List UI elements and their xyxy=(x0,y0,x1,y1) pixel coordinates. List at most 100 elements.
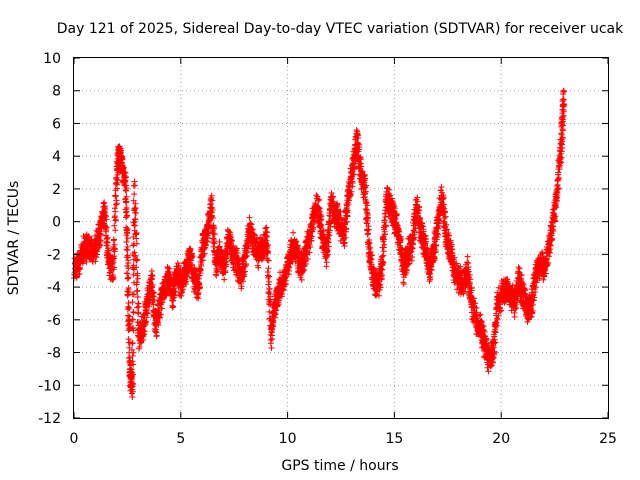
data-point xyxy=(92,258,99,265)
data-point xyxy=(209,197,216,204)
data-point xyxy=(269,336,276,343)
data-point xyxy=(204,230,211,237)
data-point xyxy=(97,238,104,245)
data-point xyxy=(149,293,156,300)
data-point xyxy=(103,228,110,235)
data-point xyxy=(123,232,130,239)
data-point xyxy=(110,274,117,281)
data-point xyxy=(211,240,218,247)
data-point xyxy=(166,265,173,272)
data-point xyxy=(125,300,132,307)
data-point xyxy=(128,379,135,386)
data-point xyxy=(128,366,135,373)
data-point xyxy=(129,388,136,395)
data-point xyxy=(130,271,137,278)
data-point xyxy=(196,283,203,290)
data-point xyxy=(365,230,372,237)
data-point xyxy=(125,265,132,272)
data-point xyxy=(540,276,547,283)
data-point xyxy=(122,178,129,185)
data-point xyxy=(189,261,196,268)
data-point xyxy=(148,284,155,291)
data-point xyxy=(362,205,369,212)
data-point xyxy=(155,321,162,328)
data-point xyxy=(208,192,215,199)
data-point xyxy=(353,127,360,134)
data-point xyxy=(133,281,140,288)
data-point xyxy=(158,299,165,306)
data-point xyxy=(169,295,176,302)
data-point xyxy=(267,336,274,343)
data-point xyxy=(313,192,320,199)
data-point xyxy=(113,174,120,181)
data-point xyxy=(130,349,137,356)
data-point xyxy=(210,243,217,250)
data-point xyxy=(123,224,130,231)
data-point xyxy=(246,214,253,221)
data-point xyxy=(125,274,132,281)
data-point xyxy=(130,324,137,331)
data-point xyxy=(114,177,121,184)
data-point xyxy=(268,344,275,351)
data-point xyxy=(141,328,148,335)
data-point xyxy=(131,191,138,198)
data-point xyxy=(109,273,116,280)
data-point xyxy=(198,262,205,269)
data-point xyxy=(100,208,107,215)
data-point xyxy=(153,326,160,333)
data-point xyxy=(150,296,157,303)
data-point xyxy=(77,266,84,273)
data-point xyxy=(203,238,210,245)
data-point xyxy=(83,258,90,265)
data-point xyxy=(133,229,140,236)
data-point xyxy=(112,192,119,199)
data-point xyxy=(298,276,305,283)
data-point xyxy=(131,206,138,213)
data-point xyxy=(266,273,273,280)
data-point xyxy=(130,361,137,368)
data-point xyxy=(132,182,139,189)
data-point xyxy=(132,215,139,222)
data-point xyxy=(133,240,140,247)
data-point xyxy=(130,219,137,226)
data-point xyxy=(144,310,151,317)
data-point xyxy=(149,281,156,288)
data-point xyxy=(112,216,119,223)
data-point xyxy=(134,304,141,311)
data-point xyxy=(400,280,407,287)
data-point xyxy=(128,346,135,353)
data-point xyxy=(176,262,182,269)
data-point xyxy=(119,156,126,163)
data-point xyxy=(101,203,108,210)
data-point xyxy=(197,266,204,273)
data-point xyxy=(438,183,445,190)
data-point xyxy=(129,316,136,323)
data-point xyxy=(111,222,118,229)
data-point xyxy=(148,268,155,275)
data-point xyxy=(143,306,150,313)
data-point xyxy=(207,201,214,208)
data-point xyxy=(124,306,131,313)
data-point xyxy=(169,304,176,311)
data-point xyxy=(73,274,80,281)
data-point xyxy=(124,227,131,234)
data-point xyxy=(103,216,110,223)
data-point xyxy=(204,238,211,245)
data-point xyxy=(161,295,168,302)
data-point xyxy=(134,275,141,282)
data-point xyxy=(113,200,120,207)
data-point xyxy=(265,265,272,272)
data-point xyxy=(199,257,206,264)
data-point xyxy=(110,266,117,273)
data-point xyxy=(133,210,140,217)
data-point xyxy=(123,208,130,215)
data-point xyxy=(177,290,184,297)
data-point xyxy=(195,289,202,296)
data-point xyxy=(104,239,111,246)
data-point xyxy=(151,289,158,296)
data-point xyxy=(172,289,179,296)
data-point xyxy=(134,287,141,294)
data-point xyxy=(133,264,140,271)
data-point xyxy=(96,228,103,235)
data-point xyxy=(128,372,135,379)
